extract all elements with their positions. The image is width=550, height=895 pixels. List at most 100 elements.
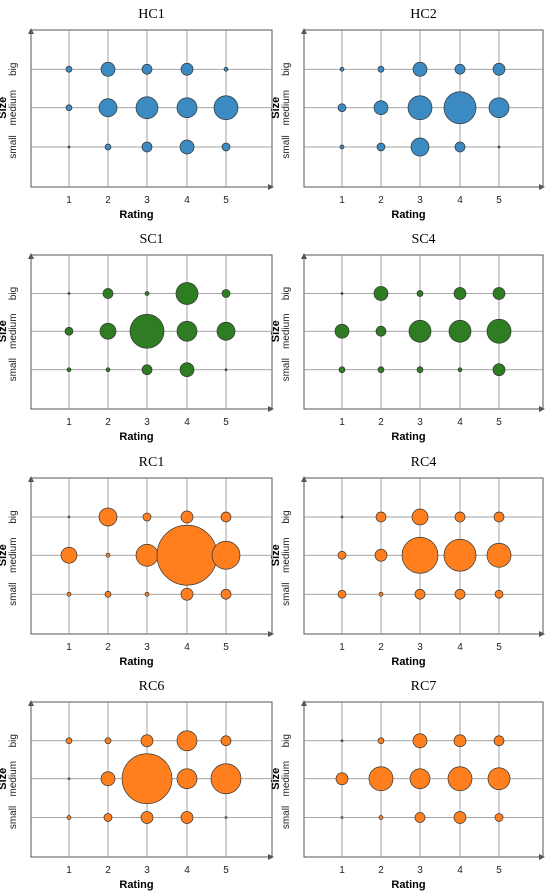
x-tick-label: 4 (184, 642, 190, 653)
x-tick-label: 5 (223, 195, 229, 206)
bubble-medium-rating-5 (486, 542, 512, 568)
y-tick-label: big (8, 63, 19, 76)
bubble-big-rating-5 (220, 735, 232, 747)
bubble-small-rating-5 (497, 145, 501, 149)
x-tick-label: 1 (66, 865, 72, 876)
x-axis-label: Rating (391, 209, 425, 221)
bubble-medium-rating-3 (409, 768, 431, 790)
bubble-small-rating-4 (454, 588, 466, 600)
x-tick-label: 2 (105, 865, 111, 876)
y-tick-label: big (281, 63, 292, 76)
y-tick-label: medium (281, 313, 292, 349)
x-axis-label: Rating (119, 209, 153, 221)
bubble-small-rating-2 (105, 367, 111, 373)
x-tick-label: 3 (417, 195, 423, 206)
bubble-small-rating-5 (221, 142, 231, 152)
bubble-medium-rating-5 (487, 767, 511, 791)
bubble-medium-rating-5 (210, 763, 242, 795)
x-axis-arrow (268, 184, 274, 190)
x-axis-label: Rating (391, 656, 425, 668)
plot-frame (303, 29, 544, 188)
y-axis-arrow (28, 28, 34, 34)
bubble-big-rating-1 (67, 515, 71, 519)
bubble-small-rating-3 (414, 588, 426, 600)
bubble-big-rating-5 (492, 287, 506, 300)
bubble-small-rating-5 (224, 816, 228, 819)
plot-frame (30, 701, 273, 858)
bubble-small-rating-5 (494, 813, 504, 822)
bubble-small-rating-5 (220, 588, 232, 600)
bubble-medium-rating-4 (447, 766, 473, 792)
bubble-medium-rating-2 (368, 766, 394, 792)
bubble-small-rating-1 (338, 366, 346, 374)
x-axis-label: Rating (119, 656, 153, 668)
bubble-big-rating-4 (454, 63, 466, 75)
y-axis-label: Size (0, 97, 9, 119)
bubble-small-rating-1 (66, 591, 72, 597)
x-tick-label: 5 (496, 195, 502, 206)
y-tick-label: big (281, 510, 292, 523)
bubble-big-rating-2 (100, 61, 116, 77)
x-tick-label: 5 (496, 417, 502, 428)
bubble-medium-rating-2 (373, 100, 389, 116)
x-tick-label: 4 (184, 865, 190, 876)
y-axis-arrow (301, 253, 307, 259)
bubble-big-rating-5 (493, 511, 505, 523)
chart-panel-hc1: HC1 1 2 3 4 5 small medium big Rating Size (0, 7, 274, 221)
y-axis-label: Size (0, 320, 9, 342)
bubble-medium-rating-4 (176, 320, 198, 342)
x-tick-label: 2 (378, 865, 384, 876)
bubble-medium-rating-5 (488, 97, 510, 119)
y-tick-label: medium (281, 90, 292, 126)
bubble-big-rating-5 (221, 289, 231, 298)
chart-title: RC4 (411, 455, 437, 470)
bubble-small-rating-3 (416, 366, 424, 374)
y-tick-label: small (281, 135, 292, 158)
bubble-medium-rating-1 (60, 546, 78, 564)
chart-panel-rc7: RC7 1 2 3 4 5 small medium big Rating Size (270, 679, 545, 891)
x-axis-label: Rating (119, 431, 153, 443)
bubble-big-rating-3 (411, 508, 429, 526)
chart-panel-rc6: RC6 1 2 3 4 5 small medium big Rating Size (0, 679, 274, 891)
bubble-big-rating-2 (102, 288, 114, 299)
bubble-small-rating-5 (492, 363, 506, 377)
bubble-small-rating-5 (224, 368, 228, 372)
plot-frame (303, 701, 544, 858)
bubble-small-rating-4 (453, 811, 467, 824)
bubble-big-rating-4 (454, 511, 466, 523)
bubble-small-rating-3 (141, 141, 153, 153)
bubble-small-rating-1 (66, 367, 72, 373)
x-tick-label: 2 (105, 417, 111, 428)
bubble-medium-rating-3 (129, 313, 165, 349)
bubble-medium-rating-2 (105, 552, 111, 558)
bubble-big-rating-5 (220, 511, 232, 523)
bubble-small-rating-1 (340, 816, 344, 819)
bubble-small-rating-2 (104, 143, 112, 151)
x-axis-arrow (539, 854, 545, 860)
y-axis-arrow (301, 700, 307, 706)
chart-panel-sc1: SC1 1 2 3 4 5 small medium big Rating Size (0, 232, 274, 443)
bubble-medium-rating-2 (374, 548, 388, 562)
bubble-big-rating-4 (180, 510, 194, 524)
bubble-medium-rating-4 (443, 538, 477, 572)
bubble-big-rating-2 (377, 65, 385, 73)
bubble-big-rating-2 (98, 507, 118, 527)
bubble-medium-rating-4 (176, 97, 198, 119)
plot-frame (30, 29, 273, 188)
bubble-small-rating-3 (144, 591, 150, 597)
bubble-medium-rating-1 (65, 104, 73, 112)
bubble-big-rating-3 (416, 290, 424, 297)
bubble-big-rating-1 (340, 292, 344, 295)
y-tick-label: small (8, 806, 19, 829)
x-tick-label: 1 (339, 642, 345, 653)
y-axis-label: Size (270, 768, 282, 790)
chart-panel-rc1: RC1 1 2 3 4 5 small medium big Rating Size (0, 455, 274, 668)
bubble-small-rating-4 (179, 362, 195, 378)
chart-panel-rc4: RC4 1 2 3 4 5 small medium big Rating Size (270, 455, 545, 668)
bubble-medium-rating-1 (337, 550, 347, 560)
bubble-big-rating-5 (493, 735, 505, 747)
y-axis-arrow (28, 476, 34, 482)
bubble-big-rating-2 (104, 737, 112, 745)
bubble-big-rating-2 (377, 737, 385, 745)
y-tick-label: big (281, 734, 292, 747)
